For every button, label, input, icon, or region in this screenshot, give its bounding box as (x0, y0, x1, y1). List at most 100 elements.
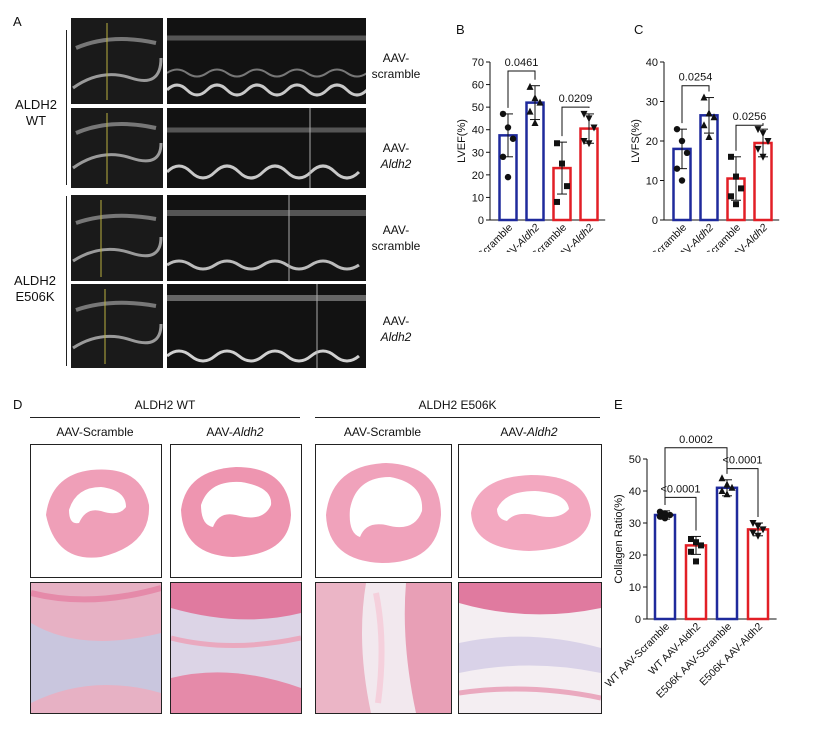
data-point (705, 133, 713, 141)
p-value-label: 0.0002 (679, 434, 713, 446)
y-tick-label: 20 (646, 136, 658, 148)
bar (653, 513, 677, 621)
y-tick-label: 70 (472, 57, 484, 69)
condition-label-4: AAV- Aldh2 (380, 314, 412, 344)
data-point (728, 193, 734, 200)
y-tick-label: 20 (629, 550, 641, 562)
data-point (733, 201, 739, 208)
data-point (733, 173, 739, 180)
data-point (656, 513, 664, 520)
histology-zoom-image (30, 582, 162, 714)
data-point (590, 124, 598, 132)
data-point (559, 160, 565, 167)
y-tick-label: 20 (472, 170, 484, 182)
data-point (759, 153, 767, 161)
y-tick-label: 30 (646, 97, 658, 109)
group-label-wt: ALDH2 WT (15, 97, 57, 128)
group-bracket-wt (66, 30, 67, 185)
data-point (683, 149, 691, 157)
data-point (754, 126, 762, 134)
significance-bracket (681, 85, 710, 124)
y-tick-label: 50 (472, 102, 484, 114)
data-point (688, 536, 694, 542)
data-point (656, 508, 664, 515)
data-point (585, 115, 593, 123)
data-point (580, 138, 588, 145)
condition-label-1: AAV-scramble (371, 51, 421, 81)
significance-bracket (664, 447, 728, 505)
y-tick-label: 30 (629, 518, 641, 530)
echo-mmode-image (167, 108, 366, 188)
y-tick-label: 10 (629, 582, 641, 594)
echo-mmode-image (167, 18, 366, 104)
data-point (564, 183, 570, 190)
data-point (688, 548, 694, 555)
y-tick-label: 0 (652, 215, 658, 227)
p-value-label: 0.0256 (733, 111, 767, 123)
data-point (504, 173, 512, 181)
data-point (728, 153, 734, 160)
y-tick-label: 0 (635, 614, 641, 626)
data-point (754, 145, 762, 153)
histology-overview-image (30, 444, 162, 578)
data-point (710, 113, 718, 121)
data-point (698, 542, 704, 549)
panel-letter-b: B (456, 22, 465, 37)
data-point (661, 510, 669, 517)
column-label-3: AAV-Scramble (343, 425, 422, 439)
condition-label-2: AAV- Aldh2 (380, 141, 412, 171)
header-aldh2-e506k: ALDH2 E506K (418, 398, 497, 412)
data-point (509, 135, 517, 142)
data-point (673, 165, 681, 172)
histology-zoom-image (458, 582, 602, 714)
significance-bracket (735, 123, 764, 151)
y-tick-label: 40 (646, 57, 658, 69)
panel-letter-e: E (614, 397, 623, 412)
y-tick-label: 10 (472, 192, 484, 204)
data-point (580, 110, 588, 118)
data-point (531, 118, 539, 126)
data-point (526, 82, 534, 90)
header-line-e506k (315, 417, 600, 418)
data-point (705, 109, 713, 117)
data-point (693, 558, 699, 565)
condition-label-3: AAV-scramble (371, 223, 421, 253)
panel-letter-d: D (13, 397, 23, 412)
echo-bmode-image (71, 18, 163, 104)
data-point (723, 480, 731, 488)
data-point (749, 520, 757, 527)
echo-bmode-image (71, 108, 163, 188)
data-point (554, 140, 560, 147)
data-point (718, 487, 726, 494)
column-label-4: AAV-Aldh2 (500, 425, 558, 439)
echo-bmode-image (71, 284, 163, 368)
echo-mmode-image (167, 195, 366, 281)
data-point (661, 515, 669, 522)
data-point (764, 138, 772, 145)
y-tick-label: 50 (629, 454, 641, 466)
echo-bmode-image (71, 195, 163, 281)
y-tick-label: 30 (472, 147, 484, 159)
bar (684, 544, 708, 621)
data-point (749, 529, 757, 537)
significance-bracket (507, 70, 536, 108)
histology-zoom-image (315, 582, 452, 714)
data-point (554, 198, 560, 205)
column-label-2: AAV-Aldh2 (206, 425, 264, 439)
p-value-label: 0.0461 (505, 57, 539, 69)
data-point (678, 177, 686, 184)
y-tick-label: 0 (478, 215, 484, 227)
data-point (759, 526, 767, 534)
column-label-1: AAV-Scramble (56, 425, 134, 439)
y-axis-label: LVEF(%) (456, 119, 468, 163)
p-value-label: 0.0254 (679, 72, 713, 84)
group-label-e506k: ALDH2 E506K (14, 273, 56, 304)
header-aldh2-wt: ALDH2 WT (134, 398, 196, 412)
histology-overview-image (170, 444, 302, 578)
panel-letter-a: A (13, 14, 22, 29)
data-point (728, 483, 736, 491)
histology-overview-image (458, 444, 602, 578)
